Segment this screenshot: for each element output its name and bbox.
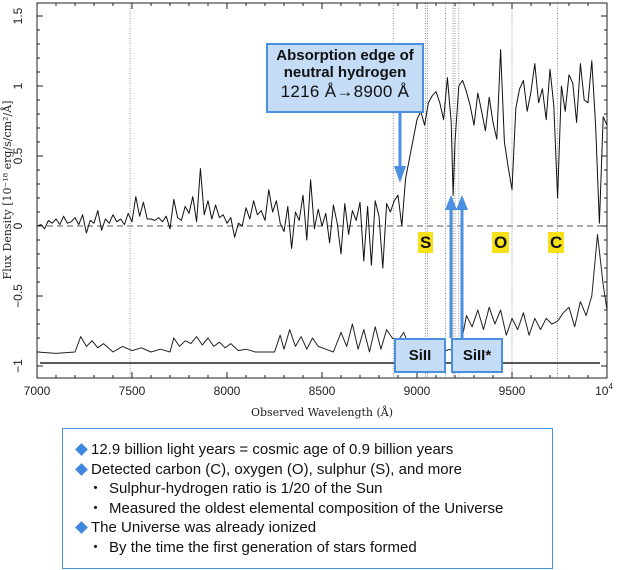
summary-text: By the time the first generation of star…	[109, 538, 417, 556]
flux-spectrum-line	[36, 49, 608, 269]
callout-line-3: 1216 Å→8900 Å	[280, 82, 410, 101]
y-tick-0.5: 0.5	[11, 147, 25, 164]
sill-star-label: SiII*	[462, 347, 492, 364]
summary-subitem-1: ・ Sulphur-hydrogen ratio is 1/20 of the S…	[74, 479, 552, 499]
sill-callout: SiII	[394, 338, 446, 373]
sill-star-arrow-head	[456, 195, 468, 210]
y-tick-1.5: 1.5	[11, 7, 25, 24]
summary-text: Sulphur-hydrogen ratio is 1/20 of the Su…	[109, 480, 383, 497]
callout-line-2: neutral hydrogen	[283, 64, 407, 81]
x-tick-7000: 7000	[24, 384, 51, 398]
summary-text: Detected carbon (C), oxygen (O), sulphur…	[91, 460, 462, 478]
x-tick-8000: 8000	[214, 384, 241, 398]
axis-ticks	[36, 3, 608, 378]
diamond-bullet-icon	[75, 462, 88, 476]
summary-subitem-2: ・ Measured the oldest elemental compositi…	[74, 499, 552, 519]
x-tick-9000: 9000	[404, 384, 431, 398]
summary-subitem-3: ・ By the time the first generation of sta…	[74, 538, 552, 558]
y-tick-neg1: −1	[11, 359, 25, 373]
y-tick-1: 1	[11, 82, 25, 89]
summary-item-2: Detected carbon (C), oxygen (O), sulphur…	[74, 460, 552, 480]
x-tick-labels: 7000 7500 8000 8500 9000 9500 104	[24, 382, 614, 398]
element-tag-oxygen: O	[492, 232, 510, 253]
summary-box: 12.9 billion light years = cosmic age of…	[62, 428, 553, 569]
y-axis-title: Flux Density [10⁻¹⁸ erg/s/cm²/Å]	[0, 101, 14, 280]
x-tick-10000: 104	[595, 382, 613, 398]
noise-spectrum-line	[36, 233, 608, 354]
callout-line-1: Absorption edge of	[276, 47, 414, 64]
absorption-edge-callout: Absorption edge of neutral hydrogen 1216…	[266, 43, 424, 113]
element-tag-carbon: C	[548, 232, 565, 253]
dot-bullet-icon: ・	[88, 538, 104, 556]
dot-bullet-icon: ・	[88, 480, 104, 497]
x-tick-8500: 8500	[309, 384, 336, 398]
element-tag-sulphur: S	[418, 232, 434, 253]
diamond-bullet-icon	[75, 443, 88, 456]
summary-text: The Universe was already ionized	[91, 519, 317, 536]
edge-arrow-head	[394, 166, 406, 183]
x-tick-7500: 7500	[119, 384, 146, 398]
y-tick-0: 0	[11, 222, 25, 229]
sill-star-callout: SiII*	[451, 338, 503, 373]
x-tick-9500: 9500	[499, 384, 526, 398]
y-tick-neg0.5: −0.5	[11, 284, 25, 308]
summary-item-3: The Universe was already ionized	[74, 518, 552, 538]
x-axis-title: Observed Wavelength (Å)	[251, 405, 393, 419]
summary-text: 12.9 billion light years = cosmic age of…	[91, 441, 454, 458]
summary-text: Measured the oldest elemental compositio…	[109, 499, 504, 517]
sill-arrow-head	[445, 195, 457, 210]
summary-item-1: 12.9 billion light years = cosmic age of…	[74, 440, 552, 460]
spectrum-chart: 1.5 1 0.5 0 −0.5 −1 Flux Density [10⁻¹⁸ …	[0, 2, 614, 419]
diamond-bullet-icon	[75, 521, 88, 534]
annotation-arrows	[394, 113, 468, 338]
y-tick-labels: 1.5 1 0.5 0 −0.5 −1	[11, 7, 25, 373]
dot-bullet-icon: ・	[88, 499, 104, 517]
sill-label: SiII	[408, 347, 432, 364]
